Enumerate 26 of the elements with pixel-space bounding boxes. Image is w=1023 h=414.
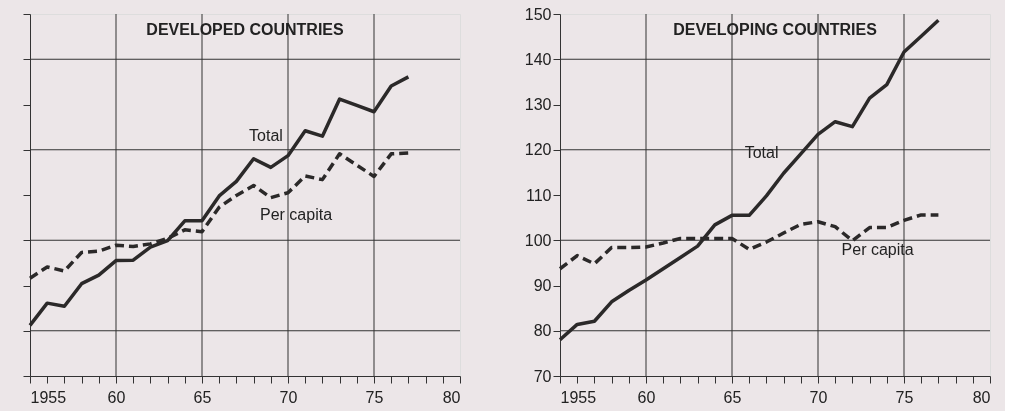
x-tick-label: 60: [107, 388, 126, 406]
y-tick-label: 150: [524, 5, 552, 23]
annotation: Per capita: [841, 240, 914, 258]
y-tick-label: 120: [524, 141, 552, 159]
chart-title: DEVELOPING COUNTRIES: [673, 21, 878, 38]
y-tick-label: 140: [524, 50, 552, 68]
y-tick-label: 100: [524, 231, 552, 249]
x-tick-label: 70: [279, 388, 298, 406]
x-tick-label: 65: [723, 388, 742, 406]
x-tick-label: 1955: [30, 388, 67, 406]
chart-title: DEVELOPED COUNTRIES: [146, 21, 345, 38]
x-tick-label: 65: [193, 388, 212, 406]
y-tick-label: 130: [524, 96, 552, 113]
x-tick-label: 80: [972, 388, 991, 406]
y-tick-label: 80: [533, 322, 552, 340]
annotation: Total: [249, 126, 283, 144]
x-tick-label: 80: [442, 388, 461, 406]
y-tick-label: 90: [533, 277, 552, 294]
y-tick-label: 70: [533, 367, 552, 385]
x-tick-label: 60: [637, 388, 656, 406]
x-tick-label: 70: [809, 388, 828, 406]
x-tick-label: 75: [365, 388, 384, 406]
y-tick-label: 110: [525, 186, 552, 204]
x-tick-label: 1955: [560, 388, 597, 406]
x-tick-label: 75: [895, 388, 914, 406]
annotation: Per capita: [259, 205, 333, 223]
